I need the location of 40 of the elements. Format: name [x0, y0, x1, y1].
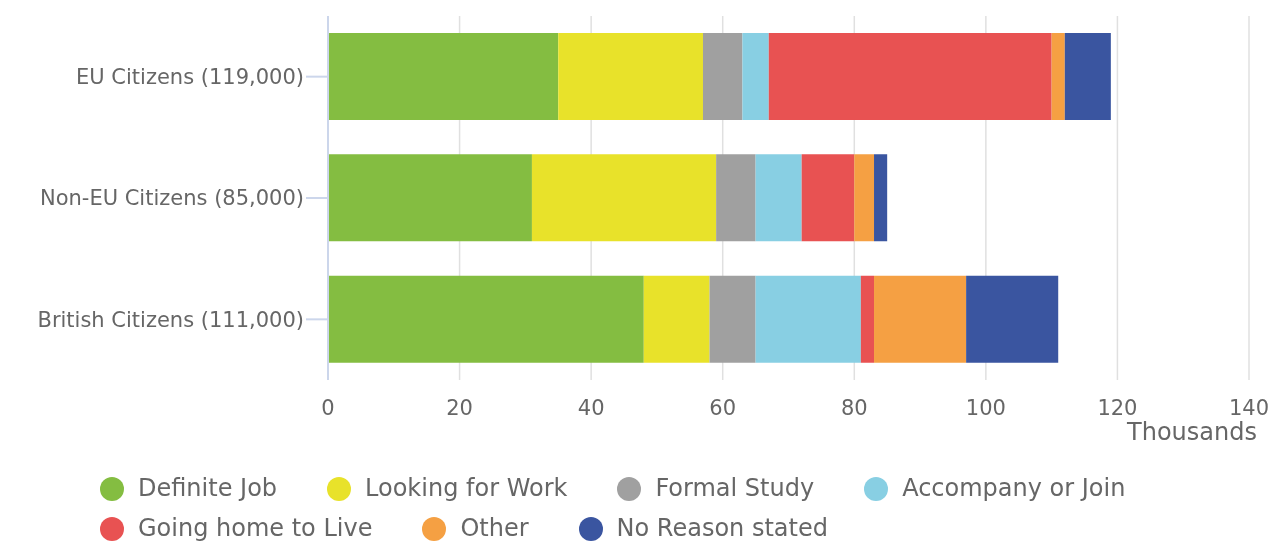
bar [1051, 33, 1065, 120]
x-axis-title: Thousands [1127, 418, 1257, 446]
legend-label: Looking for Work [365, 474, 568, 502]
bar [702, 33, 743, 120]
x-tick-label: 60 [709, 395, 737, 420]
legend-label: Other [460, 514, 529, 542]
x-tick-label: 40 [577, 395, 605, 420]
bar [801, 154, 855, 242]
bar [558, 33, 703, 120]
bar [328, 154, 532, 242]
bar [755, 275, 861, 363]
bar [643, 275, 710, 363]
y-tick-label: EU Citizens (119,000) [76, 65, 304, 90]
y-tick-label: British Citizens (111,000) [37, 307, 304, 332]
bar [1064, 33, 1111, 120]
legend-label: Formal Study [655, 474, 815, 502]
x-tick-label: 20 [446, 395, 473, 420]
bar [328, 33, 559, 120]
bar [966, 275, 1059, 363]
legend-label: Definite Job [138, 474, 278, 502]
legend-label: No Reason stated [616, 514, 828, 542]
x-tick-label: 100 [965, 395, 1006, 420]
bar [716, 154, 756, 242]
legend-label: Accompany or Join [902, 474, 1126, 502]
y-tick-label: Non-EU Citizens (85,000) [39, 186, 304, 211]
x-tick-label: 140 [1228, 395, 1270, 420]
bar [709, 275, 756, 363]
bar [742, 33, 769, 120]
bar [328, 275, 644, 363]
bar [854, 154, 875, 242]
x-tick-label: 0 [321, 395, 335, 420]
x-tick-label: 120 [1097, 395, 1138, 420]
legend-label: Going home to Live [138, 514, 373, 542]
x-tick-label: 80 [840, 395, 868, 420]
bar [874, 275, 967, 363]
bar [755, 154, 802, 242]
bar [860, 275, 875, 363]
bar [531, 154, 717, 242]
bar [768, 33, 1052, 120]
bar [874, 154, 888, 242]
